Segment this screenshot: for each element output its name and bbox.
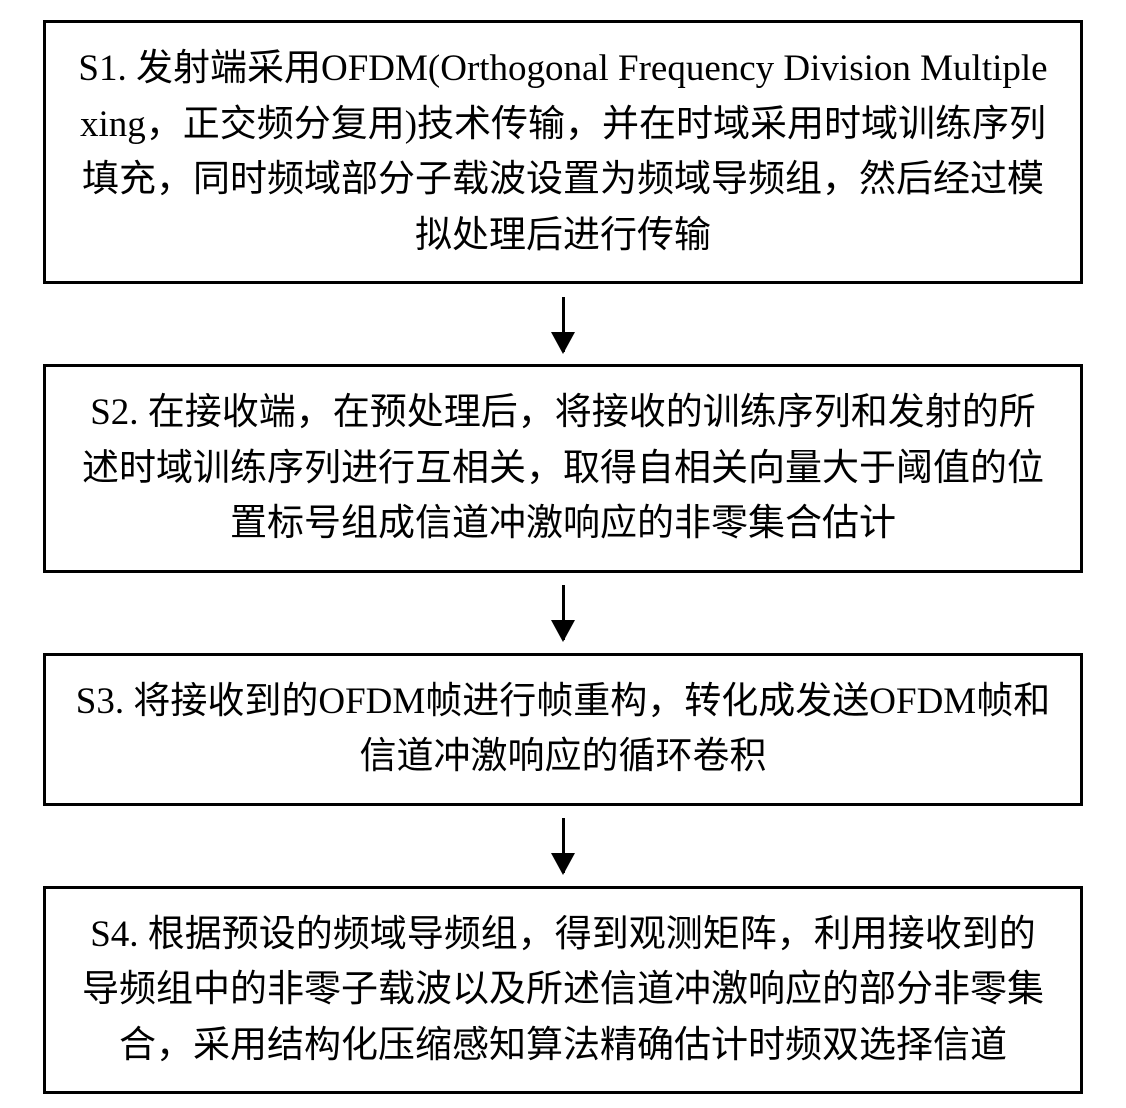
- arrow-container-2: [40, 573, 1086, 653]
- step-s4-seg0: 根据预设的频域导频组，得到观测矩阵，利用接收到的导频组中的非零子载波以及所述信道…: [82, 914, 1044, 1066]
- step-id-s3: S3.: [76, 681, 134, 722]
- arrow-3: [562, 818, 565, 873]
- arrow-container-1: [40, 284, 1086, 364]
- step-s3-seg0: 将接收到的: [133, 681, 318, 722]
- step-s3-seg2: 帧进行帧重构，转化成发送: [425, 681, 869, 722]
- step-box-s2: S2. 在接收端，在预处理后，将接收的训练序列和发射的所述时域训练序列进行互相关…: [43, 364, 1083, 573]
- flowchart-container: S1. 发射端采用OFDM(Orthogonal Frequency Divis…: [40, 20, 1086, 1094]
- arrow-1: [562, 297, 565, 352]
- step-s3-seg3: OFDM: [869, 681, 976, 722]
- step-text-s4: S4. 根据预设的频域导频组，得到观测矩阵，利用接收到的导频组中的非零子载波以及…: [74, 907, 1052, 1074]
- step-id-s2: S2.: [90, 392, 148, 433]
- step-text-s1: S1. 发射端采用OFDM(Orthogonal Frequency Divis…: [74, 41, 1052, 263]
- step-s2-seg0: 在接收端，在预处理后，将接收的训练序列和发射的所述时域训练序列进行互相关，取得自…: [82, 392, 1044, 544]
- step-s1-seg0: 发射端采用: [136, 48, 321, 89]
- step-s3-seg1: OFDM: [318, 681, 425, 722]
- arrow-container-3: [40, 806, 1086, 886]
- step-s1-seg2: ，正交频分复用: [146, 104, 405, 145]
- step-box-s4: S4. 根据预设的频域导频组，得到观测矩阵，利用接收到的导频组中的非零子载波以及…: [43, 886, 1083, 1095]
- arrow-2: [562, 585, 565, 640]
- step-s1-seg3: ): [405, 104, 417, 145]
- step-text-s2: S2. 在接收端，在预处理后，将接收的训练序列和发射的所述时域训练序列进行互相关…: [74, 385, 1052, 552]
- step-id-s1: S1.: [78, 48, 136, 89]
- step-id-s4: S4.: [90, 914, 148, 955]
- step-text-s3: S3. 将接收到的OFDM帧进行帧重构，转化成发送OFDM帧和信道冲激响应的循环…: [74, 674, 1052, 785]
- step-box-s3: S3. 将接收到的OFDM帧进行帧重构，转化成发送OFDM帧和信道冲激响应的循环…: [43, 653, 1083, 806]
- step-box-s1: S1. 发射端采用OFDM(Orthogonal Frequency Divis…: [43, 20, 1083, 284]
